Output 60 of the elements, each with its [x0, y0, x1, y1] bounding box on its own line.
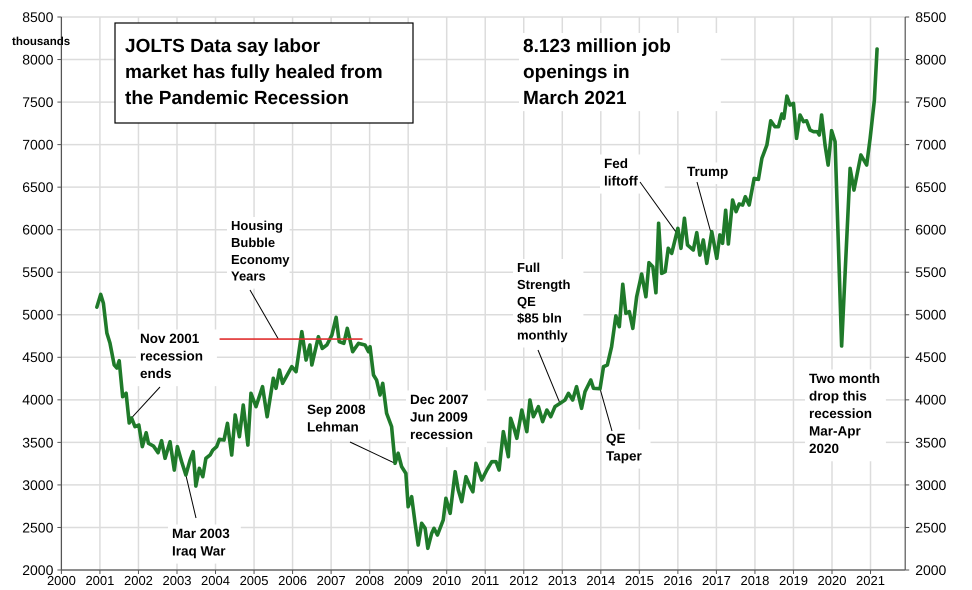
- y-tick-label: 7000: [22, 136, 54, 153]
- y2-tick-label: 4500: [915, 349, 947, 366]
- annotation: Dec 2007 Jun 2009 recession: [410, 392, 474, 442]
- y2-tick-label: 8500: [915, 8, 947, 25]
- annotation: QE Taper: [606, 431, 643, 464]
- x-tick-label: 2016: [663, 573, 692, 588]
- y2-tick-label: 7000: [915, 136, 947, 153]
- x-tick-label: 2020: [818, 573, 846, 588]
- x-tick-label: 2004: [201, 573, 230, 588]
- y-tick-label: 8500: [22, 8, 54, 25]
- y2-tick-label: 4000: [915, 392, 947, 408]
- y-tick-label: 4500: [22, 349, 54, 366]
- y-tick-label: 5500: [22, 264, 54, 280]
- annotation: Housing Bubble Economy Years: [231, 218, 290, 284]
- x-tick-label: 2001: [85, 573, 114, 588]
- x-tick-label: 2002: [124, 573, 153, 588]
- y-tick-label: 3500: [22, 434, 54, 450]
- y-tick-label: 5000: [22, 306, 54, 323]
- annotation: Full Strength QE $85 bln monthly: [517, 260, 570, 343]
- y2-tick-label: 6500: [915, 179, 947, 196]
- y-tick-label: 6000: [22, 222, 54, 238]
- x-tick-label: 2018: [740, 573, 770, 588]
- y2-tick-label: 5000: [915, 306, 947, 323]
- x-tick-label: 2021: [856, 573, 885, 588]
- x-tick-label: 2015: [624, 573, 654, 588]
- annotation: Fed liftoff: [604, 156, 638, 189]
- x-tick-label: 2019: [779, 573, 808, 588]
- annotation: Trump: [687, 164, 728, 179]
- x-tick-label: 2005: [240, 573, 269, 588]
- annotation: 8.123 million job openings in March 2021: [523, 36, 671, 110]
- x-tick-label: 2009: [394, 573, 423, 588]
- x-tick-label: 2006: [278, 573, 308, 588]
- x-tick-label: 2013: [548, 573, 577, 588]
- y2-tick-label: 2000: [915, 562, 947, 578]
- annotation: Sep 2008 Lehman: [307, 402, 366, 435]
- y-tick-label: 6500: [22, 179, 54, 196]
- x-tick-label: 2007: [316, 573, 346, 588]
- annotation: Two month drop this recession Mar-Apr 2020: [809, 371, 880, 456]
- x-tick-label: 2008: [355, 573, 384, 588]
- x-tick-label: 2003: [162, 573, 192, 588]
- x-tick-label: 2011: [471, 573, 500, 588]
- annotation: Nov 2001 recession ends: [140, 331, 204, 382]
- text: JOLTS Data say labor market has fully healed from the Pandemic Recession: [125, 36, 383, 109]
- y-tick-label: 2500: [22, 519, 54, 536]
- y2-tick-label: 2500: [915, 519, 947, 536]
- y2-tick-label: 8000: [915, 51, 947, 68]
- y-tick-label: 3000: [22, 476, 54, 493]
- y2-tick-label: 3000: [915, 476, 947, 493]
- y-tick-label: 7500: [22, 94, 54, 110]
- y-tick-label: 4000: [22, 392, 54, 408]
- x-tick-label: 2012: [509, 573, 538, 588]
- annotation: Mar 2003 Iraq War: [172, 526, 230, 559]
- x-tick-label: 2017: [702, 573, 731, 588]
- x-tick-label: 2014: [586, 573, 616, 588]
- y2-tick-label: 3500: [915, 434, 947, 450]
- y-tick-label: 8000: [22, 51, 54, 68]
- y2-tick-label: 6000: [915, 222, 947, 238]
- x-tick-label: 2010: [432, 573, 462, 588]
- y2-tick-label: 7500: [915, 94, 947, 110]
- y2-tick-label: 5500: [915, 264, 947, 280]
